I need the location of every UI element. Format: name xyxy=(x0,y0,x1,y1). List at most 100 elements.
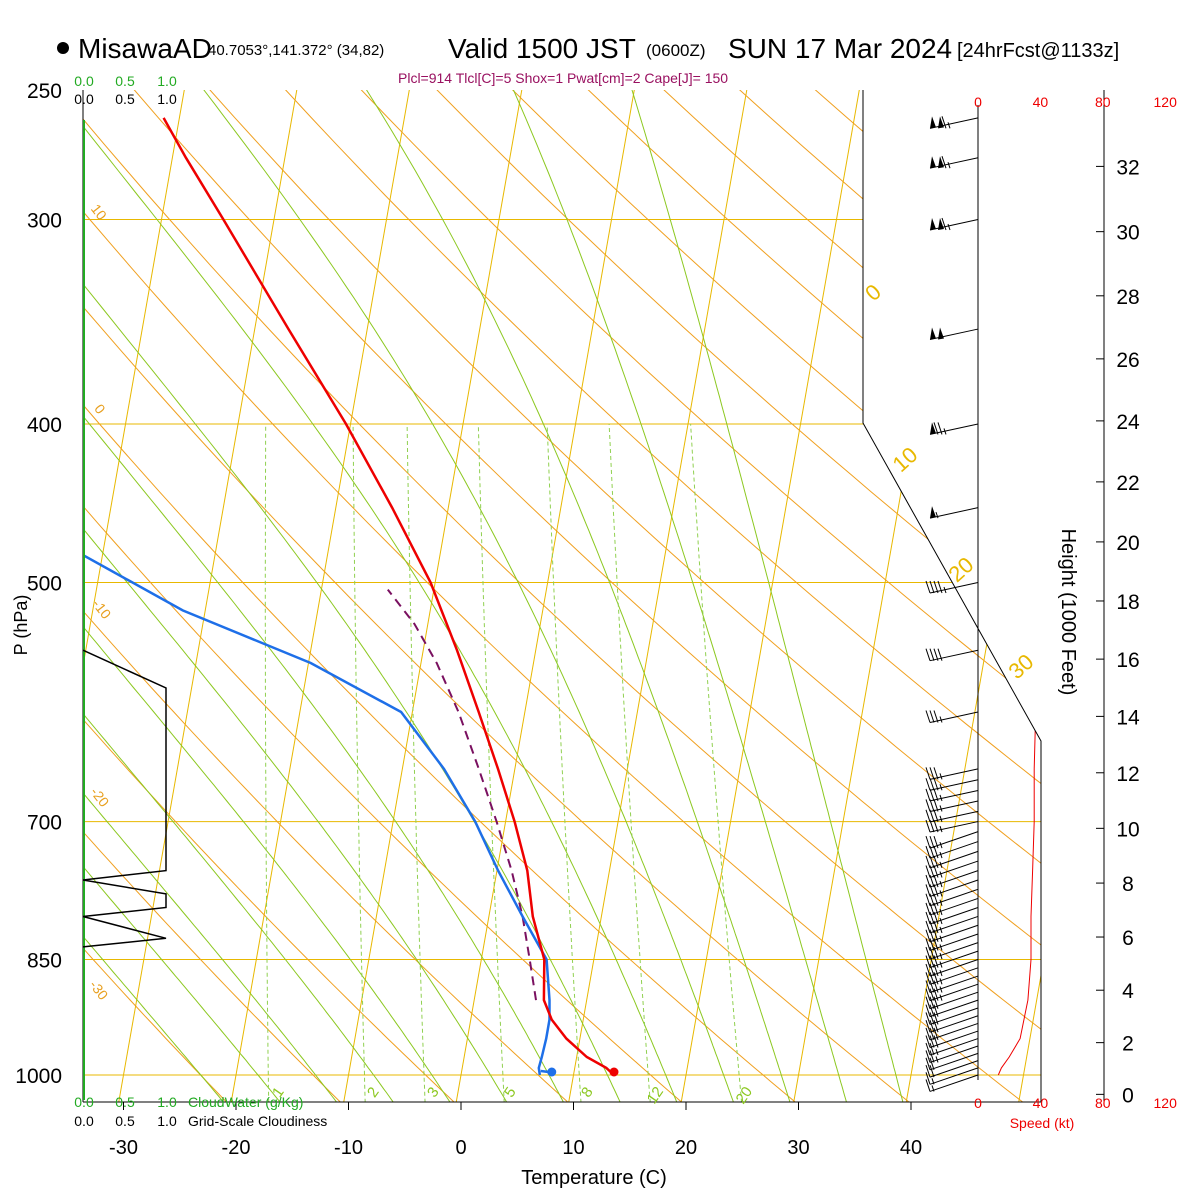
isotherm-line xyxy=(679,90,865,1102)
moist-adiabat xyxy=(181,90,737,1102)
mixing-ratio-line xyxy=(608,423,652,1102)
diagram-right-edge xyxy=(862,90,1042,1102)
dry-adiabat xyxy=(258,90,1041,1102)
cloudiness-tick-bottom: 1.0 xyxy=(157,1113,177,1129)
x-tick-label: 10 xyxy=(562,1137,584,1159)
dry-adiabat xyxy=(1082,61,1200,1110)
wind-barb-half xyxy=(939,825,943,833)
temperature-surface-dot xyxy=(609,1067,619,1077)
wind-barb-flag xyxy=(925,845,931,859)
wind-barb-staff xyxy=(929,860,979,878)
wind-barb-staff xyxy=(929,711,979,724)
wind-barb-half xyxy=(939,994,943,1001)
speed-tick-bottom: 0 xyxy=(974,1095,982,1111)
wind-barb-pennant xyxy=(930,116,936,129)
isotherm-line xyxy=(83,90,190,1102)
wind-barb-half xyxy=(931,1085,935,1092)
dry-adiabat xyxy=(408,90,1041,1102)
speed-tick-top: 0 xyxy=(974,94,982,110)
wind-barb-staff xyxy=(929,1052,979,1071)
wind-barb-staff xyxy=(929,810,979,823)
wind-barb-staff xyxy=(929,1015,979,1033)
wind-barb-flag xyxy=(929,920,935,934)
wind-barb-pennant xyxy=(930,156,936,169)
height-tick-label: 0 xyxy=(1122,1084,1134,1107)
wind-barb-flag xyxy=(925,1027,931,1041)
wind-barb-flag xyxy=(933,884,939,897)
wind-barb-flag xyxy=(929,911,935,925)
wind-barb-staff xyxy=(929,117,979,129)
dry-adiabat xyxy=(184,90,1041,1102)
cloud-water-tick-bottom: 1.0 xyxy=(157,1094,177,1110)
station-name: MisawaAD xyxy=(78,33,212,64)
wind-barb-half xyxy=(939,926,943,934)
wind-barb-flag xyxy=(933,893,939,906)
wind-barb-half xyxy=(939,961,943,968)
wind-barb-flag xyxy=(929,710,935,723)
wind-barb-flag xyxy=(925,980,931,993)
wind-barb-flag xyxy=(925,972,931,985)
wind-barb-flag xyxy=(929,955,935,968)
wind-barb-flag xyxy=(925,710,931,723)
temperature-line xyxy=(162,117,615,1076)
wind-barb-flag xyxy=(925,996,931,1009)
wind-barb-staff xyxy=(929,1067,979,1085)
wind-barb-staff xyxy=(929,1074,979,1092)
isotherm-label: 20 xyxy=(944,552,979,587)
wind-barb-staff xyxy=(929,821,979,833)
wind-barb-flag xyxy=(925,648,931,661)
pressure-tick-label: 1000 xyxy=(15,1065,62,1088)
wind-barb-flag xyxy=(933,809,939,822)
wind-barb-half xyxy=(939,890,943,897)
wind-barb-flag xyxy=(925,988,931,1001)
pressure-tick-label: 700 xyxy=(27,812,62,835)
isotherm-line xyxy=(566,90,753,1102)
wind-barb-half xyxy=(939,969,943,977)
wind-barb-flag xyxy=(925,1072,931,1085)
wind-barb-half xyxy=(939,935,943,942)
dry-adiabat xyxy=(109,90,1041,1102)
x-tick-label: -10 xyxy=(334,1137,363,1159)
wind-barb-flag xyxy=(929,929,935,942)
isotherm-label: 10 xyxy=(888,442,923,477)
isotherm-label: 0 xyxy=(860,279,886,306)
station-dot xyxy=(57,42,69,54)
height-tick-label: 8 xyxy=(1122,873,1134,896)
wind-barb-half xyxy=(943,428,947,435)
speed-axis-label: Speed (kt) xyxy=(1010,1115,1075,1131)
wind-barb-flag xyxy=(933,865,939,878)
wind-barb-half xyxy=(939,794,943,802)
wind-barb-flag xyxy=(933,648,939,661)
wind-barb-flag xyxy=(925,835,931,849)
wind-barb-staff xyxy=(929,423,979,435)
wind-barb-staff xyxy=(929,924,979,943)
wind-barb-flag xyxy=(929,1012,935,1025)
mixing-ratio-label: 12 xyxy=(644,1084,667,1107)
wind-barb-flag xyxy=(933,1027,939,1041)
wind-barb-flag xyxy=(929,988,935,1001)
wind-barb-half xyxy=(939,944,943,951)
wind-barb-staff xyxy=(929,933,979,951)
wind-barb-staff xyxy=(929,850,979,869)
wind-barb-flag xyxy=(933,1035,939,1048)
wind-barb-flag xyxy=(929,788,935,802)
valid-date: SUN 17 Mar 2024 xyxy=(728,33,953,64)
wind-barb-pennant xyxy=(938,156,944,169)
wind-barb-half xyxy=(939,899,943,906)
pressure-tick-label: 250 xyxy=(27,80,62,103)
dry-adiabat xyxy=(1157,61,1200,1110)
wind-barb-staff xyxy=(929,800,979,812)
wind-barb-flag xyxy=(925,938,931,951)
cloud-water-label: CloudWater (g/Kg) xyxy=(188,1094,303,1110)
mixing-ratio-line xyxy=(406,423,426,1102)
wind-barb-staff xyxy=(929,1038,979,1056)
wind-barb-staff xyxy=(929,950,979,969)
mixing-ratio-line xyxy=(352,423,366,1102)
speed-tick-top: 80 xyxy=(1095,94,1111,110)
cloudiness-tick-top: 1.0 xyxy=(157,91,177,107)
wind-barb-flag xyxy=(929,1064,935,1078)
isotherm-line xyxy=(229,90,415,1102)
wind-barb-staff xyxy=(929,879,979,897)
moist-adiabat xyxy=(500,90,850,1102)
wind-barb-half xyxy=(939,805,943,812)
